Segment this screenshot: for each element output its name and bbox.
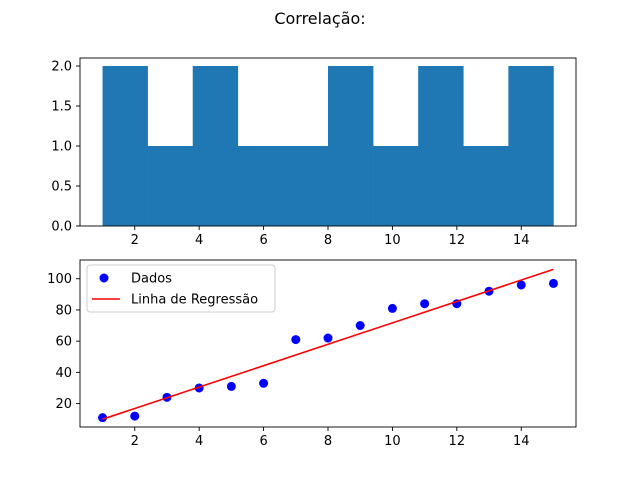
hist-x-tick-label: 14 [513, 233, 530, 248]
legend-marker-dados [99, 273, 109, 283]
hist-y-tick-label: 0.0 [51, 220, 72, 235]
scatter-x-tick-label: 14 [513, 434, 530, 449]
scatter-y-tick-label: 80 [55, 303, 72, 318]
scatter-y-tick-label: 60 [55, 335, 72, 350]
hist-x-tick-label: 8 [324, 233, 332, 248]
hist-y-tick-label: 0.5 [51, 180, 72, 195]
scatter-x-tick-label: 4 [195, 434, 203, 449]
data-point [516, 280, 526, 290]
histogram-bar [102, 66, 148, 226]
hist-y-tick-label: 1.0 [51, 140, 72, 155]
histogram-bar [282, 146, 329, 226]
histogram-bar [418, 66, 464, 226]
legend-label-regressao: Linha de Regressão [131, 293, 258, 308]
scatter-y-tick-label: 40 [55, 366, 72, 381]
hist-axes-frame [79, 57, 577, 227]
hist-x-tick-label: 12 [449, 233, 466, 248]
hist-y-tick-label: 2.0 [51, 60, 72, 75]
hist-y-tick-label: 1.5 [51, 100, 72, 115]
data-point [98, 413, 108, 423]
scatter-x-tick-label: 12 [449, 434, 466, 449]
data-point [291, 335, 301, 345]
legend-label-dados: Dados [131, 272, 172, 287]
hist-x-tick-label: 6 [259, 233, 267, 248]
figure-title: Correlação: [274, 9, 365, 28]
histogram-bar [373, 146, 419, 226]
scatter-plot: 2 4 6 8 10 12 14 20 40 60 80 100 Dados Linha de Regre… [47, 259, 577, 449]
data-point [548, 278, 558, 288]
data-point [226, 381, 236, 391]
scatter-y-tick-label: 20 [55, 397, 72, 412]
histogram-bar [192, 66, 239, 226]
histogram-bar [463, 146, 509, 226]
data-point [259, 378, 269, 388]
histogram-bar [508, 66, 554, 226]
hist-x-tick-label: 4 [195, 233, 203, 248]
scatter-x-tick-label: 8 [324, 434, 332, 449]
scatter-x-tick-label: 10 [384, 434, 401, 449]
histogram-bar [328, 66, 374, 226]
data-point [323, 333, 333, 343]
scatter-axes-frame [79, 259, 577, 428]
data-point [355, 321, 365, 331]
histogram-bar [147, 146, 194, 226]
regression-line [102, 268, 554, 420]
hist-x-tick-label: 2 [131, 233, 139, 248]
histogram-plot: 2 4 6 8 10 12 14 0.0 0.5 1.0 1.5 2.0 [51, 57, 577, 248]
scatter-x-tick-label: 2 [131, 434, 139, 449]
data-point [130, 411, 140, 421]
hist-x-tick-label: 10 [384, 233, 401, 248]
data-point [420, 299, 430, 309]
histogram-bar [237, 146, 284, 226]
data-point [387, 303, 397, 313]
scatter-x-tick-label: 6 [259, 434, 267, 449]
legend-box [86, 264, 276, 313]
scatter-y-tick-label: 100 [47, 272, 72, 287]
